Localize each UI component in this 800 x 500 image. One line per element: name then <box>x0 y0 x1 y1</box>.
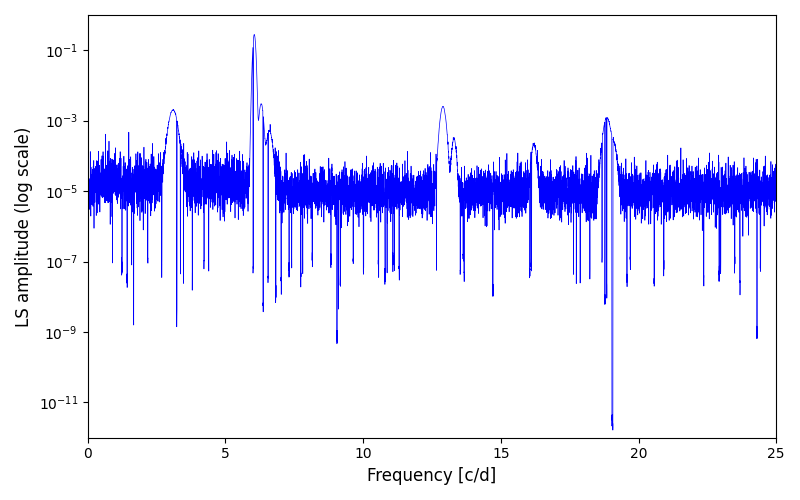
Y-axis label: LS amplitude (log scale): LS amplitude (log scale) <box>15 126 33 326</box>
X-axis label: Frequency [c/d]: Frequency [c/d] <box>367 467 497 485</box>
